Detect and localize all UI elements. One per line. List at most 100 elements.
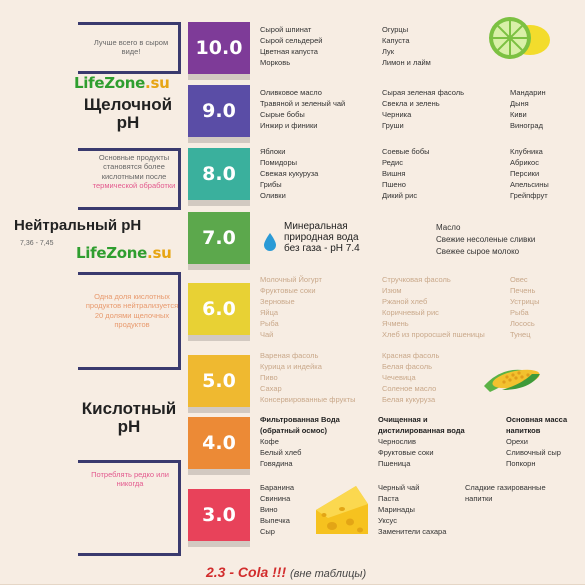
food-item: Яйца — [260, 308, 279, 317]
water-line: Минеральная — [284, 221, 348, 232]
food-item: Свежее сырое молоко — [436, 247, 520, 256]
food-list: Черный чай Паста Маринады Уксус Замените… — [378, 482, 446, 537]
food-item: Апельсины — [510, 180, 549, 189]
food-item: Фруктовые соки — [260, 286, 316, 295]
food-item: Дикий рис — [382, 191, 418, 200]
food-item: Чернослив — [378, 437, 416, 446]
food-item: Рыба — [510, 308, 529, 317]
food-item: дистилированная вода — [378, 426, 465, 435]
food-item: Сырые бобы — [260, 110, 305, 119]
food-item: Паста — [378, 494, 399, 503]
food-item: Свежая кукуруза — [260, 169, 319, 178]
food-list: Овес Печень Устрицы Рыба Лосось Тунец — [510, 274, 540, 340]
food-list: Сырая зеленая фасоль Свекла и зелень Чер… — [382, 87, 464, 131]
food-item: Масло — [436, 223, 461, 232]
food-item: Абрикос — [510, 158, 539, 167]
food-item: Свежие несоленые сливки — [436, 235, 536, 244]
ph-level-8: 8.0 — [188, 148, 250, 206]
food-item: Основная масса — [506, 415, 568, 424]
food-item: Курица и индейка — [260, 362, 322, 371]
section-acidic: Кислотный pH — [81, 399, 177, 436]
food-item: Помидоры — [260, 158, 298, 167]
food-item: Пшено — [382, 180, 406, 189]
food-item: Белая фасоль — [382, 362, 433, 371]
food-item: Фруктовые соки — [378, 448, 434, 457]
note-alkaline-after: Основные продукты становятся более кисло… — [88, 153, 180, 191]
food-list: Красная фасоль Белая фасоль Чечевица Сол… — [382, 350, 439, 405]
food-item: Выпечка — [260, 516, 290, 525]
ph-level-7: 7.0 — [188, 212, 250, 270]
food-item: Соевые бобы — [382, 147, 430, 156]
food-item: Инжир и финики — [260, 121, 318, 130]
food-item: Попкорн — [506, 459, 536, 468]
brand-tld: .su — [147, 244, 172, 262]
note-rarely: Потреблять редко или никогда — [91, 470, 169, 489]
bracket-acid-ratio — [78, 272, 181, 370]
ph-value: 9.0 — [202, 100, 236, 122]
ph-value: 8.0 — [202, 163, 236, 185]
ph-value: 7.0 — [202, 227, 236, 249]
food-item: Сливочный сыр — [506, 448, 561, 457]
food-item: Черника — [382, 110, 412, 119]
food-item: Белый хлеб — [260, 448, 302, 457]
food-list: Вареная фасоль Курица и индейка Пиво Сах… — [260, 350, 356, 405]
ph-level-3: 3.0 — [188, 489, 250, 547]
food-item: Сырой сельдерей — [260, 36, 323, 45]
section-alkaline: Щелочной pH — [83, 95, 173, 132]
bracket-alkaline — [78, 148, 181, 210]
food-item: Чай — [260, 330, 274, 339]
brand-name: LifeZone — [76, 244, 148, 262]
cheese-icon — [316, 486, 368, 534]
food-list: Баранина Свинина Вино Выпечка Сыр — [260, 482, 294, 537]
food-item: Редис — [382, 158, 403, 167]
food-item: Овес — [510, 275, 528, 284]
note-alkaline-after-pink: термической обработки — [92, 181, 176, 191]
bracket-raw — [78, 22, 181, 74]
ph-value: 10.0 — [195, 37, 243, 59]
food-item: Грейпфрут — [510, 191, 548, 200]
food-item: Говядина — [260, 459, 293, 468]
food-item: Свекла и зелень — [382, 99, 440, 108]
food-list: Стручковая фасоль Изюм Ржаной хлеб Корич… — [382, 274, 485, 340]
food-list: Мандарин Дыня Киви Виноград — [510, 87, 546, 131]
note-alkaline-after-text: Основные продукты становятся более кисло… — [98, 153, 170, 181]
water-line: без газа - pH 7.4 — [284, 243, 360, 254]
cola-note: 2.3 - Cola !!! (вне таблицы) — [206, 564, 366, 580]
water-text: Минеральная природная вода без газа - pH… — [284, 221, 360, 254]
food-item: Сыр — [260, 527, 275, 536]
food-list: Очищенная и дистилированная вода Черносл… — [378, 414, 465, 469]
ph-level-9: 9.0 — [188, 85, 250, 143]
food-item: Пшеница — [378, 459, 411, 468]
food-item: Вареная фасоль — [260, 351, 319, 360]
note-best-raw: Лучше всего в сыром виде! — [93, 38, 169, 57]
food-item: Чечевица — [382, 373, 416, 382]
brand-logo-top: LifeZone.su — [74, 74, 170, 92]
note-ratio: Одна доля кислотных продуктов нейтрализу… — [85, 292, 179, 330]
neutral-range: 7,36 - 7,45 — [20, 240, 54, 247]
brand-name: LifeZone — [74, 74, 146, 92]
food-item: Черный чай — [378, 483, 420, 492]
food-item: Тунец — [510, 330, 531, 339]
ph-value: 6.0 — [202, 298, 236, 320]
food-list: Сырой шпинат Сырой сельдерей Цветная кап… — [260, 24, 322, 68]
section-neutral: Нейтральный pH — [14, 217, 142, 234]
food-item: Соленое масло — [382, 384, 437, 393]
food-list: Основная масса напитков Орехи Сливочный … — [506, 414, 567, 469]
food-item: Баранина — [260, 483, 295, 492]
food-list: Фильтрованная Вода (обратный осмос) Кофе… — [260, 414, 340, 469]
food-list: Молочный Йогурт Фруктовые соки Зерновые … — [260, 274, 322, 340]
food-item: Маринады — [378, 505, 415, 514]
ph-level-10: 10.0 — [188, 22, 250, 80]
food-item: Хлеб из проросшей пшеницы — [382, 330, 485, 339]
ph-value: 5.0 — [202, 370, 236, 392]
corn-icon — [484, 369, 540, 392]
food-list: Сладкие газированные напитки — [465, 482, 546, 504]
food-item: Пиво — [260, 373, 278, 382]
food-item: Виноград — [510, 121, 543, 130]
food-item: Сырая зеленая фасоль — [382, 88, 465, 97]
food-item: Вишня — [382, 169, 406, 178]
food-item: Морковь — [260, 58, 291, 67]
food-list: Масло Свежие несоленые сливки Свежее сыр… — [436, 222, 535, 258]
food-item: Грибы — [260, 180, 282, 189]
food-item: Капуста — [382, 36, 410, 45]
